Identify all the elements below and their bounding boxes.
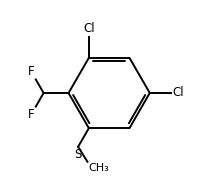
Text: F: F — [28, 65, 35, 78]
Text: Cl: Cl — [83, 22, 95, 35]
Text: Cl: Cl — [172, 86, 184, 100]
Text: S: S — [74, 148, 82, 161]
Text: F: F — [28, 108, 35, 121]
Text: CH₃: CH₃ — [88, 163, 109, 174]
